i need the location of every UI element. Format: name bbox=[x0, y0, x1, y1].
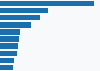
Bar bbox=[0, 36, 19, 42]
Bar bbox=[0, 8, 48, 13]
Bar bbox=[0, 22, 31, 28]
Bar bbox=[0, 43, 18, 49]
Bar bbox=[0, 65, 13, 70]
Bar bbox=[0, 1, 94, 6]
Bar bbox=[0, 51, 17, 56]
Bar bbox=[0, 29, 20, 35]
Bar bbox=[0, 15, 40, 20]
Bar bbox=[0, 58, 14, 63]
